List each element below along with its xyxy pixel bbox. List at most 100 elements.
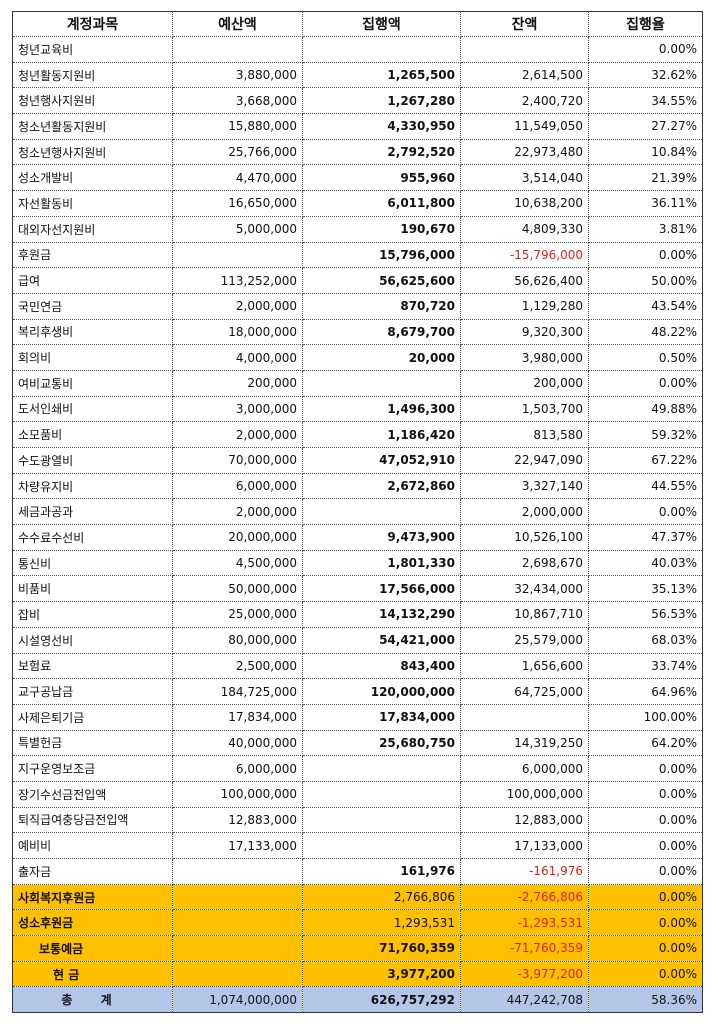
amount-cell: 0.00% [588,832,703,859]
account-name: 소모품비 [12,421,173,448]
amount-cell: 3,668,000 [172,87,303,115]
amount-cell: 48.22% [588,318,703,346]
table-row: 잡비 25,000,000 14,132,290 10,867,710 56.53% [12,601,703,628]
account-name: 후원금 [12,241,173,269]
header-cell: 집행율 [588,11,703,37]
amount-cell: 17,566,000 [302,575,461,603]
account-name: 보통예금 [12,935,173,962]
amount-cell: 100,000,000 [460,780,589,808]
account-name: 세금과공과 [12,498,173,526]
amount-cell: 120,000,000 [302,678,461,705]
amount-cell: 35.13% [588,575,703,603]
table-row: 지구운영보조금 6,000,000 6,000,000 0.00% [12,755,703,782]
amount-cell: 17,133,000 [460,832,589,859]
amount-cell: 43.54% [588,292,703,320]
amount-cell: 0.50% [588,344,703,371]
amount-cell: 5,000,000 [172,215,303,243]
account-name: 수도광열비 [12,447,173,474]
amount-cell: 67.22% [588,447,703,474]
amount-cell: 1,496,300 [302,395,461,423]
amount-cell: 4,500,000 [172,549,303,577]
amount-cell: 3,514,040 [460,164,589,192]
amount-cell: 2,766,806 [302,883,461,911]
amount-cell: 3,977,200 [302,960,461,988]
amount-cell: 32,434,000 [460,575,589,603]
amount-cell: 3,000,000 [172,395,303,423]
amount-cell [172,858,303,885]
amount-cell: 64.20% [588,729,703,757]
account-name: 출자금 [12,858,173,885]
budget-table: 계정과목 예산액 집행액 잔액 집행율 청년교육비 0.00% 청년활동지원비 3,880,0… [12,11,703,1014]
amount-cell: 17,834,000 [302,703,461,731]
amount-cell: 955,960 [302,164,461,192]
table-row: 예비비 17,133,000 17,133,000 0.00% [12,832,703,859]
table-row: 도서인쇄비 3,000,000 1,496,300 1,503,700 49.88% [12,395,703,423]
amount-cell: 2,000,000 [172,498,303,526]
amount-cell: 1,656,600 [460,652,589,680]
amount-cell: 32.62% [588,61,703,89]
header-cell: 잔액 [460,11,589,37]
amount-cell: 4,000,000 [172,344,303,371]
account-name: 퇴직급여충당금전입액 [12,806,173,834]
table-row: 현 금 3,977,200 -3,977,200 0.00% [12,960,703,988]
amount-cell: 0.00% [588,241,703,269]
table-row: 사회복지후원금 2,766,806 -2,766,806 0.00% [12,883,703,911]
account-name: 교구공납금 [12,678,173,705]
account-name: 청소년행사지원비 [12,138,173,166]
table-row: 교구공납금 184,725,000 120,000,000 64,725,000 64.… [12,678,703,705]
amount-cell: 4,470,000 [172,164,303,192]
amount-cell: -161,976 [460,858,589,885]
amount-cell: 200,000 [460,369,589,397]
table-row: 복리후생비 18,000,000 8,679,700 9,320,300 48.22% [12,318,703,346]
table-row: 회의비 4,000,000 20,000 3,980,000 0.50% [12,344,703,371]
amount-cell: 33.74% [588,652,703,680]
amount-cell: 2,614,500 [460,61,589,89]
amount-cell: 56,626,400 [460,267,589,294]
amount-cell: 68.03% [588,626,703,654]
account-name: 도서인쇄비 [12,395,173,423]
account-name: 청년교육비 [12,36,173,63]
amount-cell: 15,880,000 [172,113,303,140]
account-name: 대외자선지원비 [12,215,173,243]
amount-cell [172,241,303,269]
amount-cell: 50,000,000 [172,575,303,603]
amount-cell: 12,883,000 [172,806,303,834]
amount-cell: 18,000,000 [172,318,303,346]
account-name: 급여 [12,267,173,294]
account-name: 자선활동비 [12,190,173,217]
account-name: 총 계 [12,986,173,1014]
amount-cell: 6,000,000 [460,755,589,782]
amount-cell: 3,980,000 [460,344,589,371]
amount-cell [302,806,461,834]
amount-cell: 17,133,000 [172,832,303,859]
table-row: 대외자선지원비 5,000,000 190,670 4,809,330 3.81% [12,215,703,243]
table-row: 세금과공과 2,000,000 2,000,000 0.00% [12,498,703,526]
amount-cell: 80,000,000 [172,626,303,654]
amount-cell: 10,867,710 [460,601,589,628]
table-row: 보통예금 71,760,359 -71,760,359 0.00% [12,935,703,962]
amount-cell: 843,400 [302,652,461,680]
amount-cell: 9,320,300 [460,318,589,346]
amount-cell: 6,000,000 [172,472,303,500]
amount-cell: 190,670 [302,215,461,243]
amount-cell: -15,796,000 [460,241,589,269]
amount-cell: 100,000,000 [172,780,303,808]
amount-cell: 0.00% [588,36,703,63]
amount-cell [302,498,461,526]
account-name: 통신비 [12,549,173,577]
table-row: 소모품비 2,000,000 1,186,420 813,580 59.32% [12,421,703,448]
amount-cell: 70,000,000 [172,447,303,474]
table-row: 청년교육비 0.00% [12,36,703,63]
amount-cell: 47,052,910 [302,447,461,474]
amount-cell: 10,526,100 [460,524,589,551]
amount-cell: 200,000 [172,369,303,397]
amount-cell [302,369,461,397]
amount-cell: 25,579,000 [460,626,589,654]
account-name: 비품비 [12,575,173,603]
table-row: 여비교통비 200,000 200,000 0.00% [12,369,703,397]
amount-cell: 22,973,480 [460,138,589,166]
table-row: 수수료수선비 20,000,000 9,473,900 10,526,100 47.37… [12,524,703,551]
amount-cell [172,909,303,937]
amount-cell: 113,252,000 [172,267,303,294]
